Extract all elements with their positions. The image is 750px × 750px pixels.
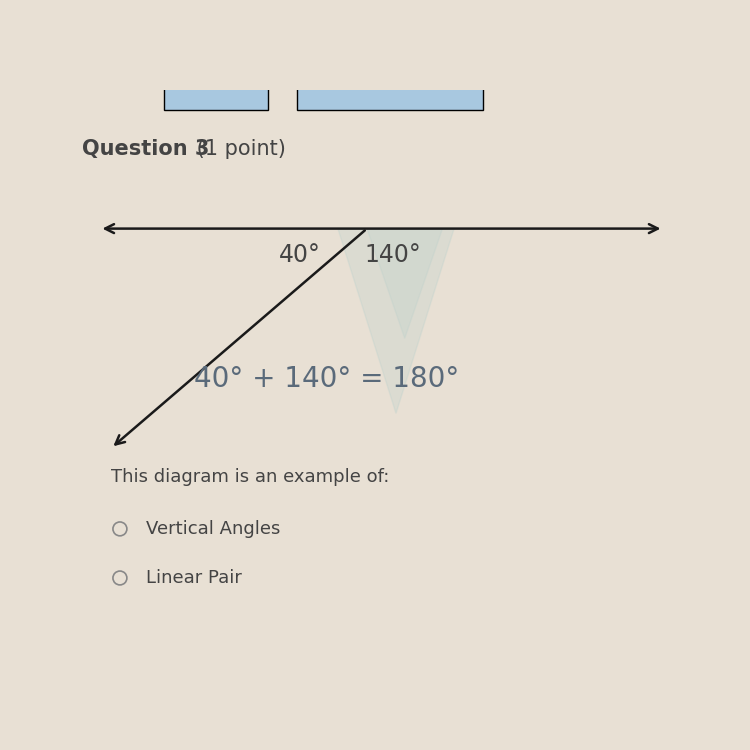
Text: Question 3: Question 3 bbox=[82, 139, 209, 159]
Polygon shape bbox=[338, 229, 454, 413]
Text: (1 point): (1 point) bbox=[190, 139, 286, 159]
Text: Vertical Angles: Vertical Angles bbox=[146, 520, 280, 538]
FancyBboxPatch shape bbox=[297, 81, 483, 110]
Text: This diagram is an example of:: This diagram is an example of: bbox=[111, 468, 389, 486]
FancyBboxPatch shape bbox=[164, 81, 268, 110]
Polygon shape bbox=[367, 229, 442, 338]
Text: Linear Pair: Linear Pair bbox=[146, 569, 242, 587]
Text: 40°: 40° bbox=[279, 242, 321, 266]
Text: 140°: 140° bbox=[364, 242, 422, 266]
Text: 40° + 140° = 180°: 40° + 140° = 180° bbox=[194, 364, 459, 393]
